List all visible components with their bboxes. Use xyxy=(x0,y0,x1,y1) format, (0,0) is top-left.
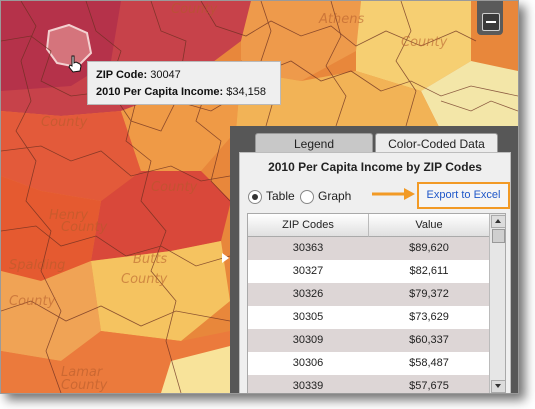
map-label: County xyxy=(41,115,88,130)
map-region[interactable] xyxy=(1,261,101,361)
map-region[interactable] xyxy=(356,1,471,91)
zip-cell: 30306 xyxy=(292,357,324,369)
map-label: County xyxy=(401,35,448,50)
map-label: County xyxy=(151,180,198,195)
table-row[interactable]: 30309 $60,337 xyxy=(248,329,489,352)
panel-title: 2010 Per Capita Income by ZIP Codes xyxy=(268,160,482,174)
zip-cell: 30327 xyxy=(292,265,324,277)
zip-cell: 30309 xyxy=(292,334,324,346)
hand-pointer-icon xyxy=(68,55,82,73)
map-region[interactable] xyxy=(91,171,231,261)
zip-tooltip: ZIP Code: 30047 2010 Per Capita Income: … xyxy=(87,61,281,105)
zoom-out-icon[interactable] xyxy=(482,13,500,31)
table-row[interactable]: 30306 $58,487 xyxy=(248,352,489,375)
map-label: Athens xyxy=(318,12,364,27)
map-label: County xyxy=(61,378,108,393)
column-header-zip[interactable]: ZIP Codes xyxy=(248,214,369,237)
map-label: County xyxy=(121,272,168,287)
arrow-right-icon xyxy=(372,188,415,200)
map-region[interactable] xyxy=(1,111,141,201)
map-region[interactable] xyxy=(161,346,230,393)
scroll-thumb[interactable] xyxy=(492,229,505,243)
value-cell: $82,611 xyxy=(409,265,449,277)
collapse-arrow-icon[interactable] xyxy=(220,251,230,265)
tab-legend[interactable]: Legend xyxy=(255,133,373,154)
map-label: Spalding xyxy=(9,258,65,273)
tooltip-income-label: 2010 Per Capita Income: xyxy=(96,86,224,98)
table-scrollbar[interactable] xyxy=(489,214,505,393)
highlighted-zip-30047[interactable] xyxy=(45,23,93,69)
tooltip-zip-label: ZIP Code: xyxy=(96,69,148,81)
map-window: County Athens County County County Count… xyxy=(0,0,519,394)
map-label: County xyxy=(171,2,218,17)
table-row[interactable]: 30305 $73,629 xyxy=(248,306,489,329)
map-label: Butts xyxy=(133,252,167,267)
table-row[interactable]: 30339 $57,675 xyxy=(248,375,489,393)
value-cell: $89,620 xyxy=(409,242,449,254)
zoom-control xyxy=(477,1,503,35)
tooltip-zip-value: 30047 xyxy=(150,69,181,81)
tooltip-income-value: $34,158 xyxy=(226,86,266,98)
zip-cell: 30339 xyxy=(292,380,324,392)
table-row[interactable]: 30363 $89,620 xyxy=(248,237,489,260)
data-panel: Legend Color-Coded Data 2010 Per Capita … xyxy=(230,126,518,393)
tab-color-coded-data[interactable]: Color-Coded Data xyxy=(375,133,498,154)
value-cell: $57,675 xyxy=(409,380,449,392)
zip-cell: 30305 xyxy=(292,311,324,323)
value-cell: $58,487 xyxy=(409,357,449,369)
map-label: County xyxy=(61,220,108,235)
zip-cell: 30363 xyxy=(292,242,324,254)
map-label: County xyxy=(9,294,56,309)
column-header-value[interactable]: Value xyxy=(369,214,489,237)
zip-income-table: ZIP Codes Value 30363 $89,620 30327 $82,611… xyxy=(247,213,506,393)
zip-cell: 30326 xyxy=(292,288,324,300)
table-radio[interactable] xyxy=(248,190,262,204)
map-label: Henry xyxy=(49,208,88,223)
scroll-down-icon[interactable] xyxy=(491,380,505,393)
graph-radio-label[interactable]: Graph xyxy=(318,189,352,203)
map-label: Lamar xyxy=(61,365,104,380)
export-to-excel-link[interactable]: Export to Excel xyxy=(417,182,510,209)
map-region[interactable] xyxy=(421,61,518,131)
graph-radio[interactable] xyxy=(300,190,314,204)
tab-content: 2010 Per Capita Income by ZIP Codes Tabl… xyxy=(239,152,511,393)
map-region[interactable] xyxy=(1,176,101,281)
table-row[interactable]: 30326 $79,372 xyxy=(248,283,489,306)
table-radio-label[interactable]: Table xyxy=(266,189,295,203)
value-cell: $73,629 xyxy=(409,311,449,323)
scroll-up-icon[interactable] xyxy=(491,215,505,228)
value-cell: $60,337 xyxy=(409,334,449,346)
map-region[interactable] xyxy=(236,71,441,131)
table-row[interactable]: 30327 $82,611 xyxy=(248,260,489,283)
value-cell: $79,372 xyxy=(409,288,449,300)
